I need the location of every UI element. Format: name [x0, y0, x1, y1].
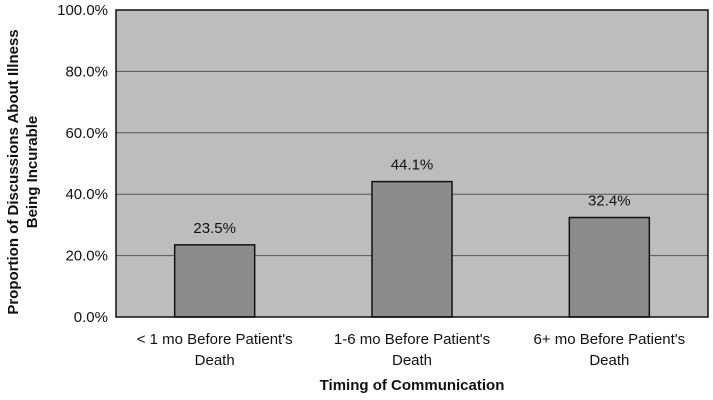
data-labels: 23.5% 44.1% 32.4% [193, 157, 630, 237]
bar [173, 244, 256, 318]
y-tick-label: 40.0% [65, 186, 108, 203]
x-axis-categories: < 1 mo Before Patient's Death 1-6 mo Befor… [137, 331, 685, 369]
y-axis-title: Proportion of Discussions About Illness … [5, 29, 41, 314]
x-category-label: Death [195, 352, 235, 369]
plot-border [115, 9, 709, 318]
y-axis-title-line-1: Proportion of Discussions About Illness [5, 29, 22, 314]
y-tick-label: 20.0% [65, 248, 108, 265]
y-tick-label: 0.0% [74, 309, 108, 326]
y-axis-title-line-2: Being Incurable [24, 116, 41, 229]
x-category-label: 1-6 mo Before Patient's [334, 331, 490, 348]
x-category-label: 6+ mo Before Patient's [533, 331, 685, 348]
bar [371, 180, 453, 318]
y-tick-label: 60.0% [65, 125, 108, 142]
bar [568, 216, 651, 318]
data-label: 32.4% [588, 193, 631, 210]
x-category-label: Death [589, 352, 629, 369]
x-axis-title: Timing of Communication [320, 377, 505, 394]
y-tick-label: 100.0% [57, 2, 108, 19]
x-category-label: Death [392, 352, 432, 369]
data-label: 23.5% [193, 220, 236, 237]
y-axis-ticks: 0.0% 20.0% 40.0% 60.0% 80.0% 100.0% [57, 2, 108, 326]
data-label: 44.1% [391, 157, 434, 174]
y-tick-label: 80.0% [65, 63, 108, 80]
x-category-label: < 1 mo Before Patient's [137, 331, 293, 348]
